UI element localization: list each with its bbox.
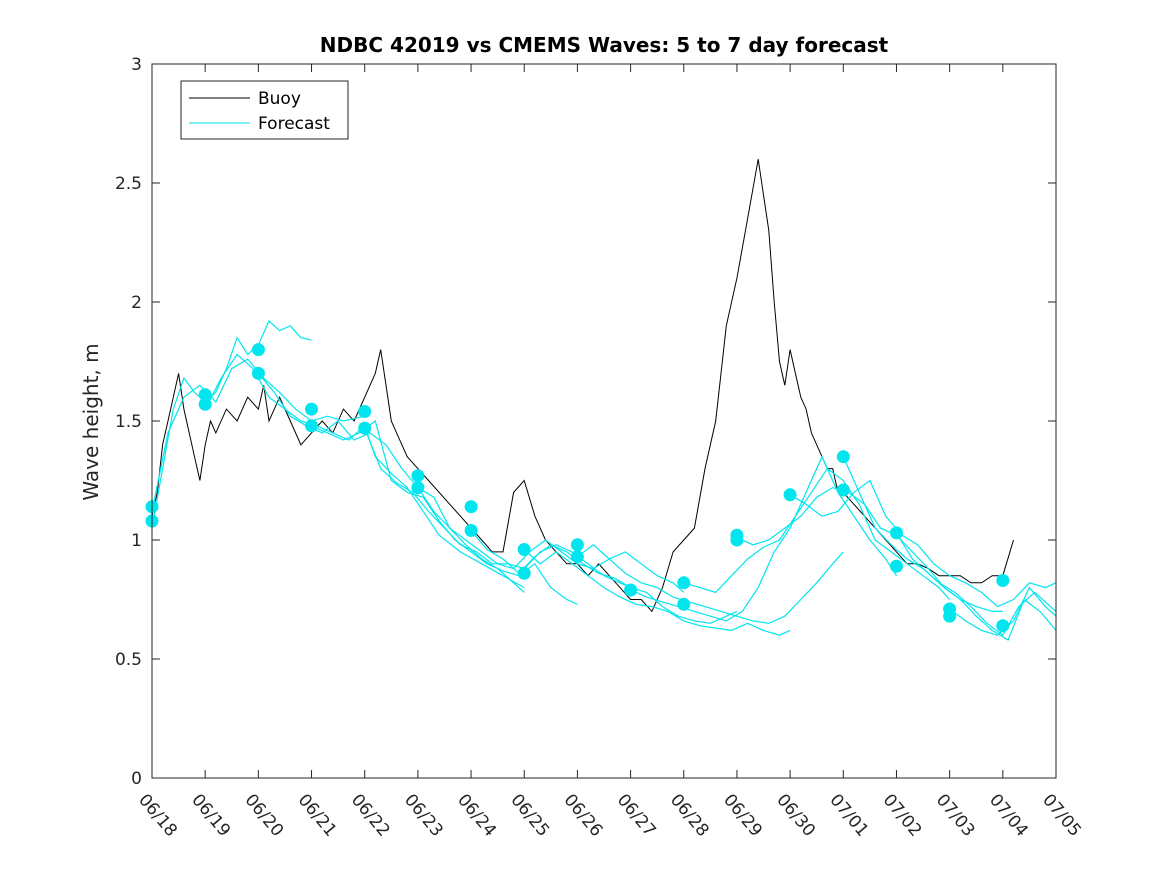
forecast-marker-30	[996, 574, 1010, 587]
y-tick-label: 3	[131, 55, 142, 75]
forecast-series-line-15	[895, 532, 1057, 641]
forecast-marker-14	[517, 543, 531, 556]
forecast-marker-10	[411, 469, 425, 483]
x-tick-label: 06/28	[666, 790, 713, 840]
forecast-marker-12	[464, 500, 478, 514]
forecast-marker-4	[251, 343, 265, 357]
forecast-marker-5	[251, 366, 265, 380]
x-tick-label: 06/25	[506, 790, 553, 840]
forecast-marker-9	[358, 421, 372, 435]
legend-box	[180, 80, 349, 140]
forecast-series-line-12	[736, 486, 1003, 613]
forecast-marker-11	[411, 481, 425, 495]
y-tick-label: 0.5	[115, 650, 142, 670]
y-tick-label: 2	[131, 293, 142, 313]
x-tick-label: 07/02	[879, 790, 926, 840]
forecast-marker-22	[730, 533, 744, 547]
forecast-marker-17	[570, 550, 584, 564]
x-tick-label: 06/23	[400, 790, 447, 840]
forecast-marker-27	[890, 559, 903, 573]
y-tick-label: 1.5	[115, 412, 142, 432]
legend-label-forecast: Forecast	[258, 114, 330, 134]
y-axis-label: Wave height, m	[79, 343, 103, 500]
x-tick-label: 06/22	[347, 790, 394, 840]
forecast-series-line-13	[789, 479, 1057, 608]
y-tick-label: 2.5	[115, 174, 142, 194]
x-tick-label: 06/27	[613, 790, 660, 840]
forecast-series-line-0	[151, 319, 312, 529]
forecast-series-line-11	[683, 467, 951, 600]
forecast-marker-26	[890, 526, 903, 540]
forecast-marker-23	[783, 488, 797, 502]
forecast-series-line-5	[364, 427, 631, 589]
forecast-marker-19	[677, 576, 691, 590]
chart-title: NDBC 42019 vs CMEMS Waves: 5 to 7 day fo…	[320, 33, 889, 57]
forecast-marker-16	[570, 538, 584, 552]
forecast-marker-6	[305, 402, 318, 416]
forecast-marker-15	[517, 566, 531, 580]
forecast-marker-20	[677, 597, 691, 611]
forecast-series-line-10	[630, 455, 898, 622]
plot-background	[152, 64, 1056, 778]
x-tick-label: 06/24	[453, 790, 500, 840]
plot-area	[152, 64, 1056, 778]
forecast-series-line-3	[257, 373, 525, 593]
x-tick-label: 06/19	[187, 790, 234, 840]
forecast-series-line-7	[470, 530, 738, 624]
x-tick-label: 07/01	[825, 790, 872, 840]
x-tick-label: 06/18	[134, 790, 181, 840]
legend-label-buoy: Buoy	[258, 89, 301, 109]
forecast-marker-7	[305, 419, 318, 433]
x-tick-label: 06/26	[560, 790, 607, 840]
x-tick-label: 06/20	[241, 790, 288, 840]
x-tick-label: 07/05	[1038, 790, 1085, 840]
forecast-marker-18	[624, 583, 638, 597]
x-tick-label: 06/29	[719, 790, 766, 840]
legend: Buoy Forecast	[180, 80, 349, 140]
y-tick-label: 1	[131, 531, 142, 551]
x-tick-label: 07/03	[932, 790, 979, 840]
forecast-marker-8	[358, 405, 372, 418]
x-tick-label: 06/21	[294, 790, 341, 840]
forecast-marker-29	[943, 609, 957, 623]
forecast-marker-2	[198, 388, 212, 402]
forecast-marker-13	[464, 524, 478, 537]
x-tick-label: 07/04	[985, 790, 1032, 840]
forecast-series-line-9	[577, 544, 844, 624]
series-layer	[145, 159, 1057, 641]
x-tick-label: 06/30	[772, 790, 819, 840]
y-tick-label: 0	[131, 769, 142, 789]
forecast-marker-24	[836, 450, 850, 464]
forecast-series-line-8	[523, 549, 791, 636]
forecast-series-line-14	[842, 456, 1057, 637]
forecast-marker-31	[996, 619, 1010, 633]
forecast-marker-25	[836, 483, 850, 497]
forecast-marker-3	[198, 397, 212, 411]
